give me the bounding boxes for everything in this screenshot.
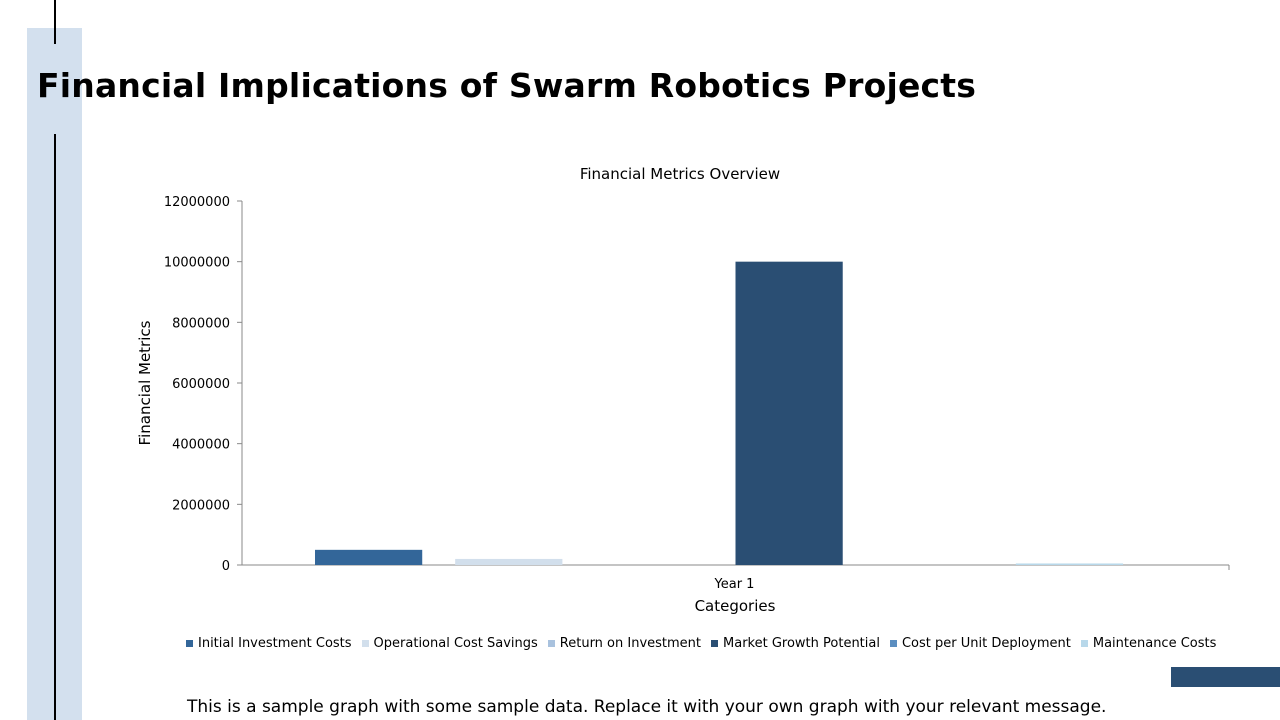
footer-note: This is a sample graph with some sample … (187, 697, 1107, 717)
bar-group (315, 261, 1124, 565)
y-tick-label: 12000000 (164, 195, 230, 210)
legend-label: Market Growth Potential (723, 636, 880, 651)
legend-item: Cost per Unit Deployment (889, 636, 1071, 651)
legend-item: Initial Investment Costs (186, 636, 352, 651)
y-tick-label: 10000000 (164, 256, 230, 271)
legend-item: Return on Investment (547, 636, 702, 651)
legend-swatch (186, 640, 193, 647)
legend-item: Market Growth Potential (711, 636, 880, 651)
legend-swatch (889, 640, 897, 647)
bar-initial-investment-costs (315, 549, 423, 565)
y-axis-label: Financial Metrics (136, 320, 154, 445)
legend-label: Initial Investment Costs (198, 636, 352, 651)
bar-market-growth-potential (735, 261, 843, 565)
legend-swatch (547, 640, 555, 647)
side-decor-line (54, 134, 56, 720)
legend-item: Operational Cost Savings (361, 636, 538, 651)
y-tick-label: 8000000 (172, 316, 230, 331)
legend-label: Cost per Unit Deployment (901, 636, 1071, 651)
y-tick-label: 4000000 (172, 438, 230, 453)
legend-label: Return on Investment (559, 636, 702, 651)
page-title: Financial Implications of Swarm Robotics… (37, 66, 977, 105)
y-tick-label: 6000000 (172, 377, 230, 392)
legend-swatch (1080, 640, 1088, 647)
x-tick-label: Year 1 (714, 577, 755, 592)
x-tick-group: Year 1 (714, 577, 755, 592)
side-decor-line-top (54, 0, 56, 44)
legend-item: Maintenance Costs (1080, 636, 1217, 651)
y-tick-label: 2000000 (172, 498, 230, 513)
legend-label: Operational Cost Savings (373, 636, 538, 651)
chart-legend: Initial Investment Costs Operational Cost… (186, 636, 1216, 651)
bar-maintenance-costs (1015, 563, 1124, 565)
y-tick-group: 12000000 10000000 8000000 6000000 4000000 200… (164, 195, 242, 574)
y-tick-label: 0 (222, 559, 230, 574)
legend-swatch (711, 640, 719, 647)
legend-label: Maintenance Costs (1092, 636, 1217, 651)
legend-swatch (361, 640, 369, 647)
corner-decor-bar (1171, 667, 1280, 687)
chart-title: Financial Metrics Overview (580, 165, 780, 183)
bar-operational-cost-savings (455, 558, 563, 565)
x-axis-label: Categories (695, 597, 776, 615)
